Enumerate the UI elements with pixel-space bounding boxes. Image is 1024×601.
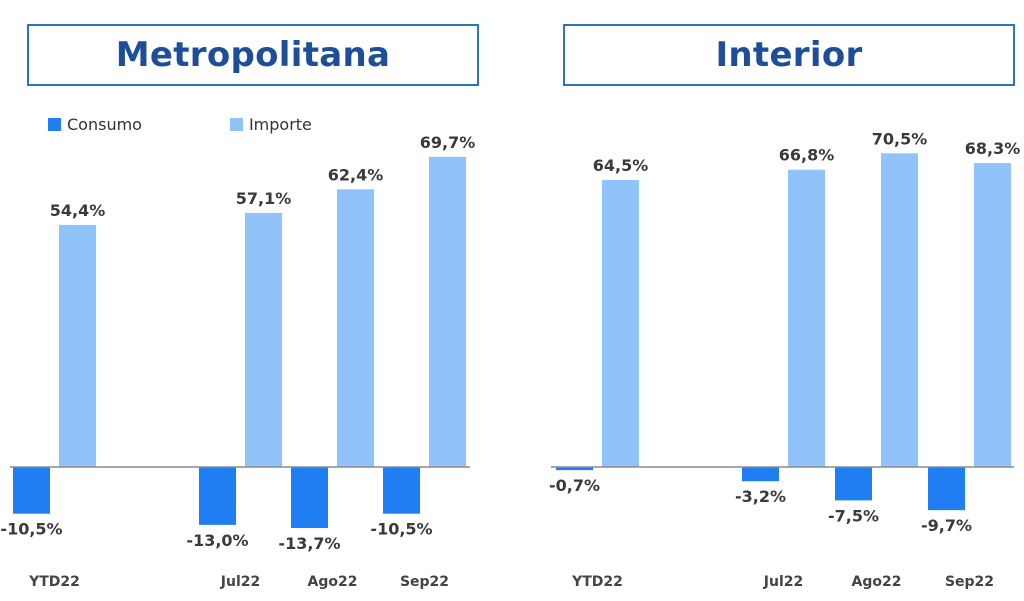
data-label-consumo-jul22: -3,2%	[735, 487, 786, 506]
bar-importe-ago22	[881, 153, 918, 467]
legend-label-importe: Importe	[248, 115, 312, 134]
data-label-importe-ytd22: 64,5%	[593, 156, 649, 175]
legend-item-importe: Importe	[229, 115, 312, 134]
data-label-consumo-ago22: -13,7%	[278, 534, 340, 553]
chart-metropolitana: -10,5% 54,4% YTD22 -13,0% 57,1% Jul22 -13,7% 62…	[0, 133, 475, 590]
data-label-importe-jul22: 66,8%	[779, 146, 835, 165]
bar-importe-jul22	[788, 169, 825, 468]
data-label-importe-sep22: 68,3%	[965, 139, 1021, 158]
chart-title-metropolitana: Metropolitana	[27, 24, 479, 86]
data-label-importe-ago22: 62,4%	[328, 165, 384, 184]
legend-item-consumo: Consumo	[48, 115, 142, 134]
bar-consumo-sep22	[383, 467, 420, 514]
category-label-ytd22: YTD22	[571, 574, 623, 590]
data-label-importe-ytd22: 54,4%	[50, 201, 106, 220]
chart-title-interior-text: Interior	[715, 35, 863, 75]
category-label-ago22: Ago22	[852, 574, 902, 590]
data-label-consumo-sep22: -9,7%	[921, 516, 972, 535]
category-label-sep22: Sep22	[400, 574, 449, 590]
legend-swatch-consumo	[48, 118, 61, 131]
category-label-ytd22: YTD22	[28, 574, 80, 590]
category-label-jul22: Jul22	[763, 574, 803, 590]
legend: Consumo Importe	[48, 115, 312, 134]
bar-consumo-ago22	[835, 467, 872, 501]
data-label-consumo-ytd22: -0,7%	[549, 476, 600, 495]
legend-swatch-importe	[229, 118, 243, 131]
bar-consumo-ytd22	[556, 467, 593, 471]
chart-interior: -0,7% 64,5% YTD22 -3,2% 66,8% Jul22 -7,5% 70,5%…	[549, 129, 1020, 590]
data-label-consumo-jul22: -13,0%	[186, 531, 248, 550]
bar-importe-jul22	[245, 212, 282, 467]
bar-importe-ytd22	[602, 179, 639, 467]
chart-title-metropolitana-text: Metropolitana	[115, 35, 391, 75]
data-label-importe-ago22: 70,5%	[872, 129, 928, 148]
bar-importe-sep22	[429, 156, 466, 467]
data-label-consumo-ago22: -7,5%	[828, 506, 879, 525]
chart-title-interior: Interior	[563, 24, 1015, 86]
bar-consumo-jul22	[742, 467, 779, 482]
data-label-importe-sep22: 69,7%	[420, 133, 476, 152]
category-label-jul22: Jul22	[220, 574, 260, 590]
data-label-importe-jul22: 57,1%	[236, 189, 292, 208]
category-label-sep22: Sep22	[945, 574, 994, 590]
bar-importe-sep22	[974, 163, 1011, 467]
category-label-ago22: Ago22	[308, 574, 358, 590]
data-label-consumo-ytd22: -10,5%	[0, 520, 62, 539]
data-label-consumo-sep22: -10,5%	[370, 520, 432, 539]
bar-importe-ytd22	[59, 224, 96, 467]
bar-consumo-ytd22	[13, 467, 50, 514]
bar-consumo-sep22	[928, 467, 965, 511]
bar-importe-ago22	[337, 189, 374, 467]
legend-label-consumo: Consumo	[67, 115, 142, 134]
bar-consumo-ago22	[291, 467, 328, 528]
bar-consumo-jul22	[199, 467, 236, 525]
